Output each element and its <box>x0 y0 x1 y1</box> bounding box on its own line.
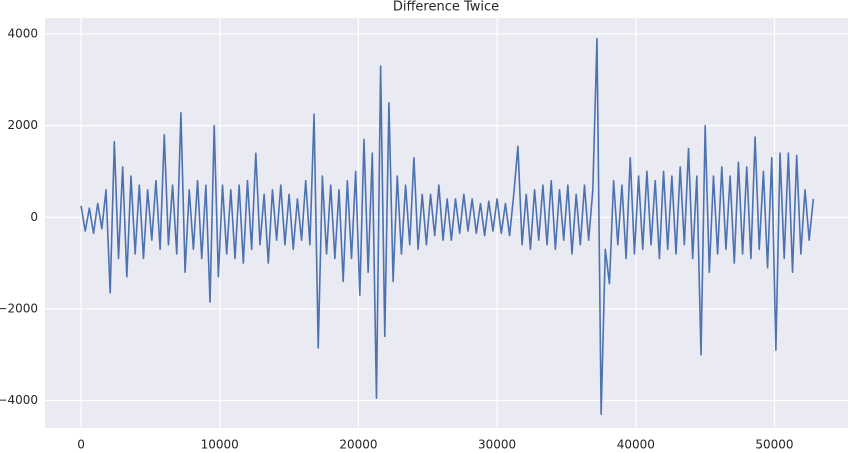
x-tick-label: 10000 <box>201 438 239 452</box>
y-tick-label: −2000 <box>0 301 38 315</box>
x-tick-label: 20000 <box>339 438 377 452</box>
chart-title: Difference Twice <box>393 0 499 15</box>
y-tick-label: 2000 <box>7 118 38 132</box>
data-line <box>80 37 815 416</box>
y-tick-label: 0 <box>30 210 38 224</box>
x-tick-label: 40000 <box>617 438 655 452</box>
x-tick-label: 30000 <box>478 438 516 452</box>
plot-background <box>45 18 848 428</box>
y-tick-label: 4000 <box>7 27 38 41</box>
x-tick-label: 50000 <box>755 438 793 452</box>
y-tick-label: −4000 <box>0 393 38 407</box>
x-tick-label: 0 <box>77 438 85 452</box>
